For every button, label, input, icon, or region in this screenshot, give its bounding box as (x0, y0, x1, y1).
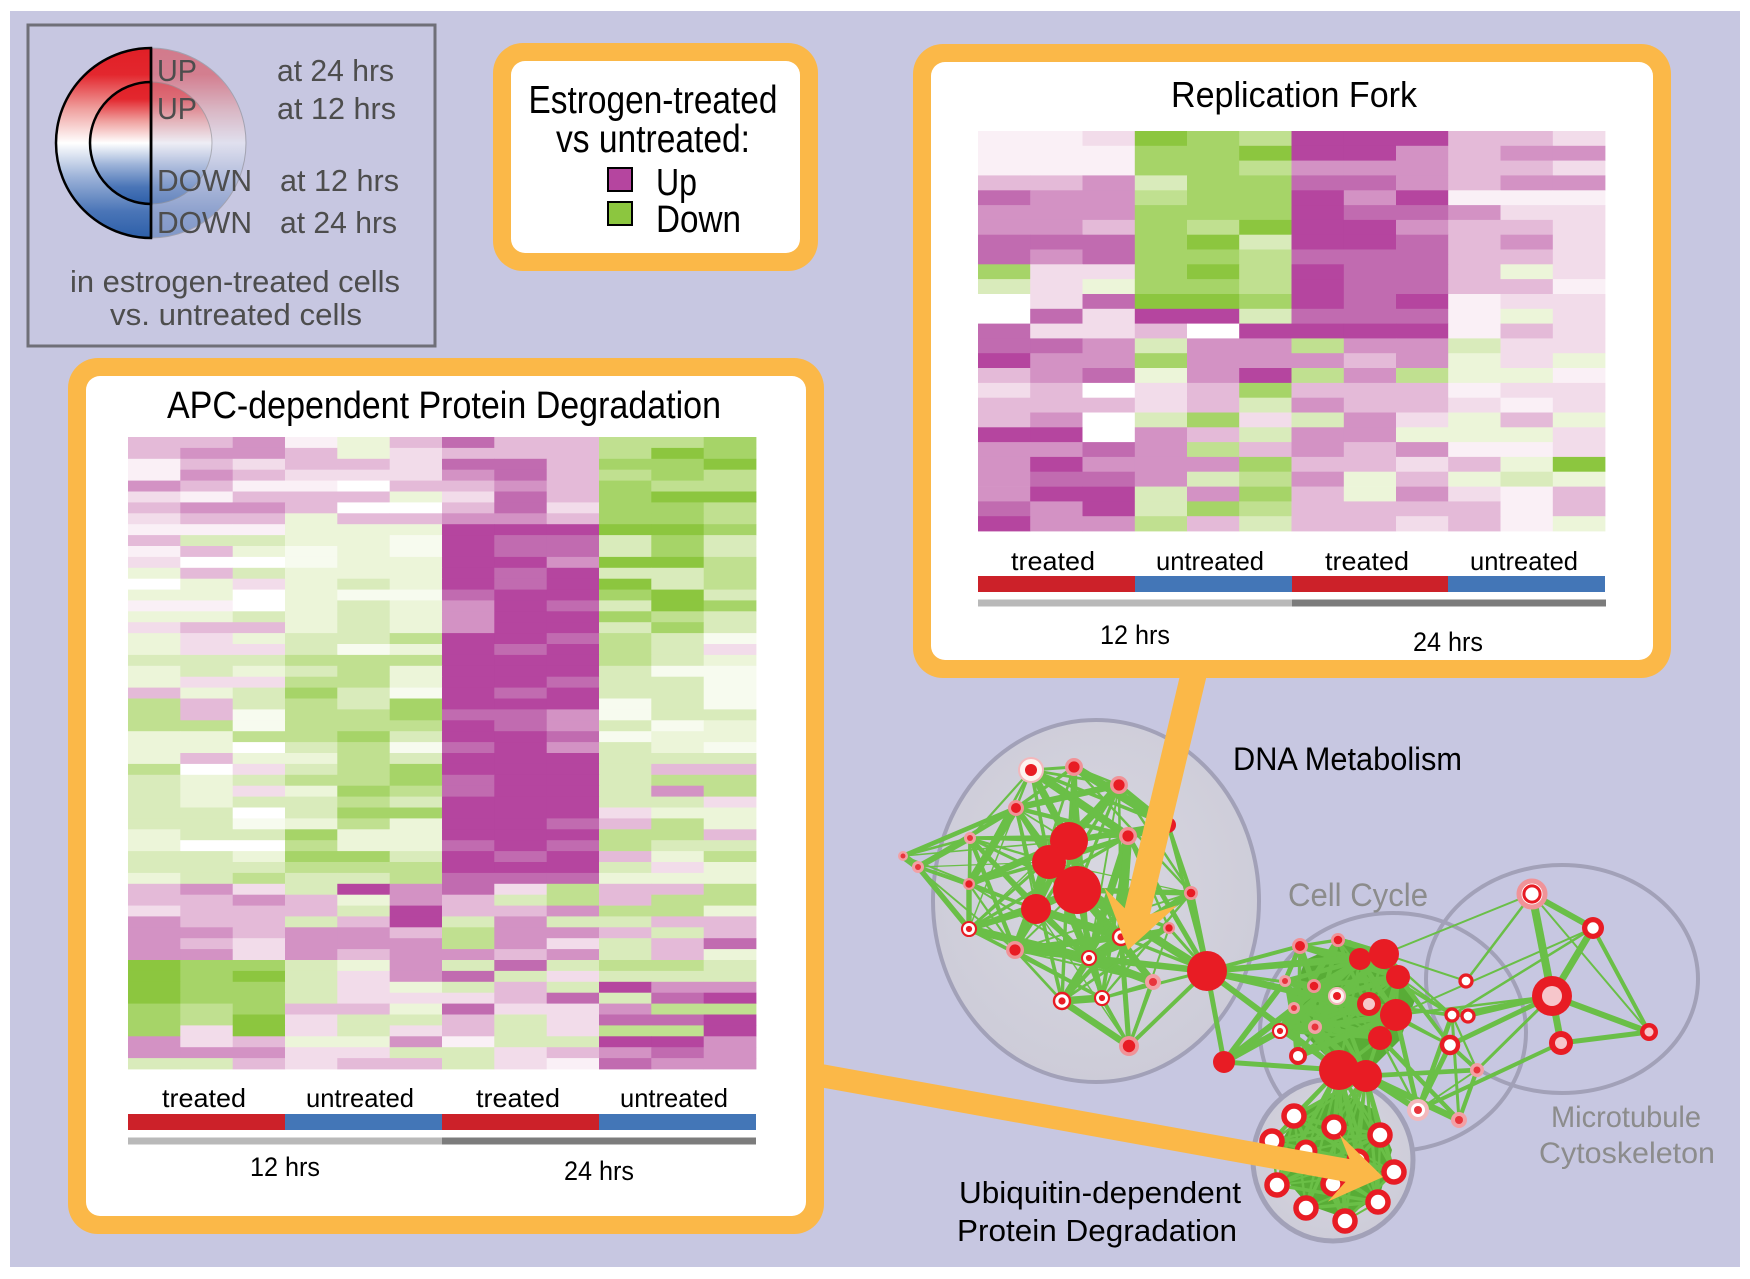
svg-text:at 24 hrs: at 24 hrs (277, 53, 394, 88)
svg-text:12 hrs: 12 hrs (1100, 620, 1170, 650)
svg-text:DOWN: DOWN (157, 163, 252, 198)
svg-text:at 12 hrs: at 12 hrs (277, 91, 396, 126)
svg-text:vs. untreated cells: vs. untreated cells (110, 297, 362, 332)
svg-text:vs untreated:: vs untreated: (556, 118, 750, 161)
svg-text:untreated: untreated (1156, 546, 1264, 576)
svg-text:untreated: untreated (620, 1083, 728, 1113)
svg-text:untreated: untreated (1470, 546, 1578, 576)
svg-text:24 hrs: 24 hrs (564, 1156, 634, 1186)
svg-text:at 12 hrs: at 12 hrs (280, 163, 399, 198)
svg-text:UP: UP (157, 91, 197, 126)
svg-text:Protein Degradation: Protein Degradation (957, 1213, 1237, 1248)
svg-text:Cell Cycle: Cell Cycle (1288, 877, 1428, 913)
svg-text:Down: Down (656, 199, 741, 241)
svg-text:in estrogen-treated cells: in estrogen-treated cells (70, 264, 400, 299)
svg-text:Microtubule: Microtubule (1551, 1101, 1701, 1134)
svg-text:Cytoskeleton: Cytoskeleton (1539, 1137, 1715, 1170)
svg-text:treated: treated (476, 1083, 560, 1113)
svg-text:DNA Metabolism: DNA Metabolism (1233, 741, 1462, 777)
svg-text:APC-dependent Protein Degradat: APC-dependent Protein Degradation (167, 385, 721, 427)
svg-text:Up: Up (656, 162, 697, 204)
svg-text:UP: UP (157, 53, 197, 88)
svg-text:treated: treated (162, 1083, 246, 1113)
svg-text:treated: treated (1011, 546, 1095, 576)
svg-text:Ubiquitin-dependent: Ubiquitin-dependent (959, 1175, 1241, 1210)
svg-text:treated: treated (1325, 546, 1409, 576)
svg-text:DOWN: DOWN (157, 205, 252, 240)
svg-text:Estrogen-treated: Estrogen-treated (529, 79, 778, 122)
svg-text:untreated: untreated (306, 1083, 414, 1113)
svg-text:12 hrs: 12 hrs (250, 1152, 320, 1182)
svg-text:at 24 hrs: at 24 hrs (280, 205, 397, 240)
svg-text:Replication Fork: Replication Fork (1171, 74, 1418, 115)
svg-text:24 hrs: 24 hrs (1413, 627, 1483, 657)
